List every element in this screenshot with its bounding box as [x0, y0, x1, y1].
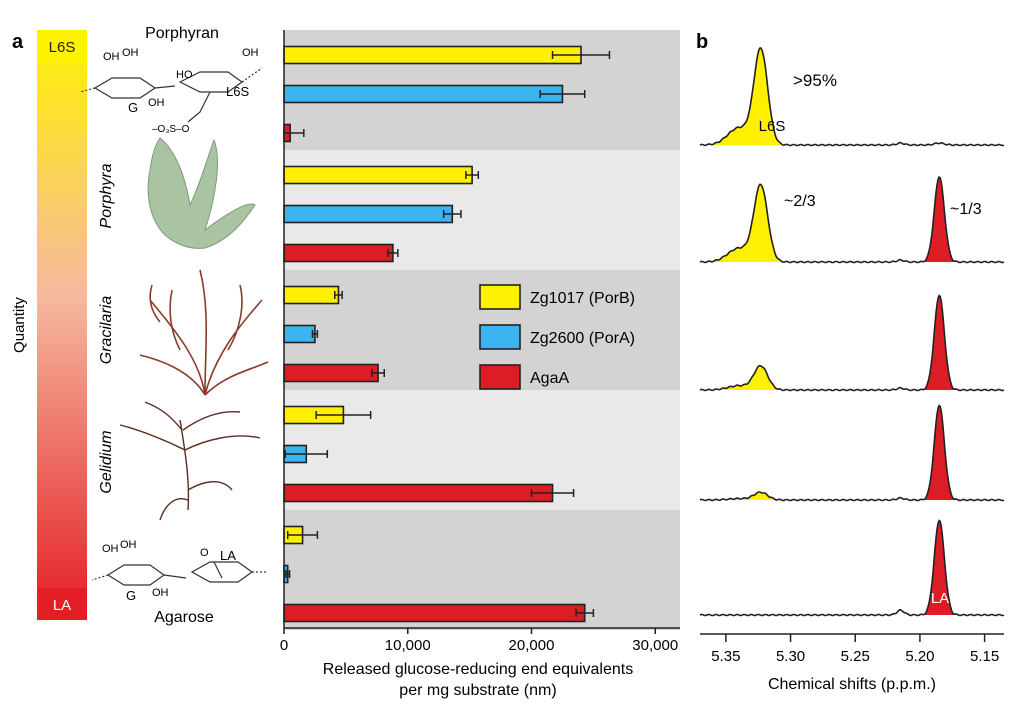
agarose-label: Agarose: [154, 609, 214, 626]
nmr-tick-label-3: 5.20: [905, 648, 934, 665]
nmr-xlabel: Chemical shifts (p.p.m.): [768, 676, 936, 693]
struct-top-l6s: L6S: [226, 84, 249, 99]
species-label-gracilaria: Gracilaria: [98, 296, 115, 365]
gradient-top-label: L6S: [49, 39, 76, 56]
struct-top-g: G: [128, 100, 138, 115]
bar-xlabel-line1: Released glucose-reducing end equivalent…: [323, 661, 633, 678]
struct-bottom-oh1: OH: [102, 543, 119, 555]
nmr-tick-label-2: 5.25: [841, 648, 870, 665]
nmr-spectrum-2: [699, 294, 1005, 392]
annotation-l6s: L6S: [759, 118, 786, 135]
struct-bottom-la: LA: [220, 548, 236, 563]
bar-porphyran-1: [283, 84, 564, 104]
species-label-gelidium: Gelidium: [98, 430, 115, 493]
legend-swatch-1: [479, 324, 521, 350]
panel-a-letter: a: [12, 31, 24, 53]
gracilaria-image: [139, 269, 269, 396]
panel-b-letter: b: [696, 31, 708, 53]
struct-top-oh4: OH: [148, 97, 165, 109]
struct-bottom-g: G: [126, 588, 136, 603]
nmr-spectra: [699, 47, 1005, 617]
struct-bottom-o: O: [200, 547, 209, 559]
struct-top-oh2: OH: [122, 47, 139, 59]
bar-xtick-label-0: 0: [280, 637, 288, 654]
quantity-gradient-bg: [37, 30, 87, 620]
nmr-la-fill-3: [913, 405, 961, 501]
bar-gracilaria-0: [283, 285, 340, 305]
nmr-spectrum-3: [699, 404, 1005, 502]
bar-porphyra-1: [283, 204, 454, 224]
bar-porphyra-0: [283, 165, 473, 185]
struct-top-oh1: OH: [103, 51, 120, 63]
quantity-label: Quantity: [11, 297, 28, 353]
nmr-la-fill-2: [913, 295, 961, 391]
porphyran-label: Porphyran: [145, 25, 219, 42]
bar-xtick-label-1: 10,000: [385, 637, 431, 654]
legend-label-0: Zg1017 (PorB): [530, 290, 635, 307]
struct-top-ho: HO: [176, 69, 193, 81]
struct-top-oh3: OH: [242, 47, 259, 59]
annotation-95: >95%: [793, 71, 837, 90]
nmr-spectrum-0: [699, 47, 1005, 147]
bar-gracilaria-1: [283, 324, 316, 344]
annotation-two-thirds: ~2/3: [784, 193, 816, 210]
legend: Zg1017 (PorB) Zg2600 (PorA) AgaA: [479, 284, 635, 390]
annotation-one-third: ~1/3: [950, 201, 982, 218]
struct-bottom-oh3: OH: [152, 587, 169, 599]
bar-xlabel-line2: per mg substrate (nm): [399, 682, 556, 699]
legend-swatch-0: [479, 284, 521, 310]
nmr-la-fill-4: [913, 520, 961, 616]
porphyran-structure: [79, 67, 263, 123]
gelidium-image: [119, 401, 261, 521]
nmr-ticks: 5.35 5.30 5.25 5.20 5.15: [711, 634, 999, 665]
porphyra-image: [147, 137, 256, 249]
legend-label-2: AgaA: [530, 370, 569, 387]
nmr-spectrum-4: [699, 519, 1005, 617]
annotation-la: LA: [931, 590, 949, 607]
nmr-la-fill-1: [913, 177, 961, 263]
bar-gelidium-2: [283, 483, 554, 503]
species-label-porphyra: Porphyra: [98, 163, 115, 228]
bar-gracilaria-2: [283, 363, 379, 383]
struct-bottom-oh2: OH: [120, 539, 137, 551]
struct-top-sulfate: –O₃S–O: [152, 124, 190, 135]
bar-agarose-2: [283, 603, 586, 623]
gradient-bottom-label: LA: [53, 597, 71, 614]
bar-xtick-label-3: 30,000: [632, 637, 678, 654]
bar-xtick-label-2: 20,000: [509, 637, 555, 654]
nmr-tick-label-1: 5.30: [776, 648, 805, 665]
bar-chart: [283, 45, 611, 623]
nmr-spectrum-1: [699, 175, 1005, 264]
legend-label-1: Zg2600 (PorA): [530, 330, 635, 347]
nmr-tick-label-0: 5.35: [711, 648, 740, 665]
nmr-tick-label-4: 5.15: [970, 648, 999, 665]
agarose-structure: [91, 561, 268, 586]
bar-chart-x-axis: 0 10,000 20,000 30,000: [280, 30, 680, 654]
bar-porphyra-2: [283, 243, 394, 263]
legend-swatch-2: [479, 364, 521, 390]
bar-porphyran-0: [283, 45, 582, 65]
